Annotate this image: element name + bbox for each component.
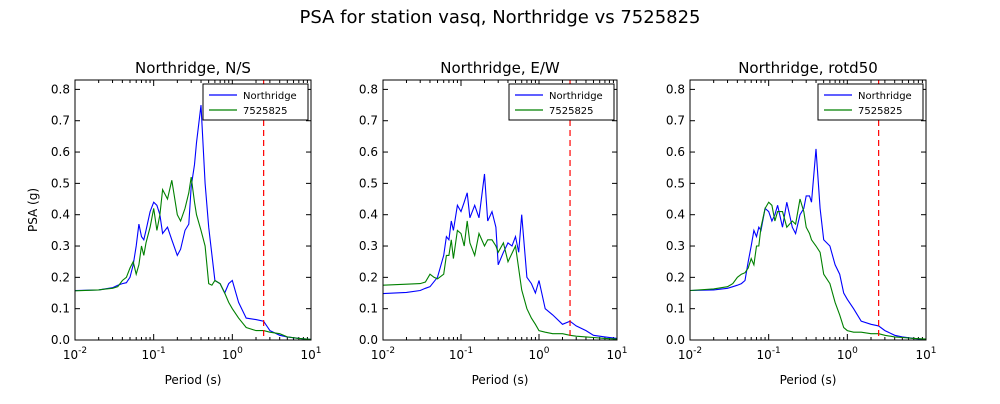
x-tick-label: 100 [528,346,549,362]
legend-box [202,83,309,121]
legend-label: Northridge [858,91,912,102]
y-tick-label: 0.5 [666,176,685,190]
y-tick-label: 0.0 [359,333,378,347]
x-tick-label: 10-2 [63,346,87,362]
legend-box [817,83,924,121]
legend-label: Northridge [549,91,603,102]
x-tick-label: 10-2 [371,346,395,362]
y-tick-label: 0.8 [666,82,685,96]
y-tick-label: 0.7 [666,114,685,128]
legend-label: 7525825 [243,106,288,117]
y-tick-label: 0.4 [51,208,70,222]
y-tick-label: 0.6 [51,145,70,159]
x-axis-label: Period (s) [780,373,837,387]
x-tick-label: 101 [606,346,627,362]
y-tick-label: 0.2 [359,270,378,284]
y-tick-label: 0.6 [666,145,685,159]
chart-panel-1: Northridge, N/S 0.0 0.1 0.2 0.3 0.4 0.5 0.6 0.7 0… [26,59,322,387]
y-tick-label: 0.4 [359,208,378,222]
series-line-7525825 [75,177,311,340]
x-axis-label: Period (s) [165,373,222,387]
y-tick-label: 0.2 [51,270,70,284]
legend-box [508,83,615,121]
x-tick-label: 100 [222,346,243,362]
legend: Northridge 7525825 [817,83,924,121]
figure-title: PSA for station vasq, Northridge vs 7525… [299,7,700,28]
y-axis-label: PSA (g) [26,188,40,232]
y-tick-label: 0.2 [666,270,685,284]
legend: Northridge 7525825 [508,83,615,121]
y-tick-label: 0.5 [51,176,70,190]
chart-panel-3: Northridge, rotd50 0.0 0.1 0.2 0.3 0.4 0.5 0.6 0… [666,59,937,387]
axes-frame [74,79,312,341]
legend-label: 7525825 [858,106,903,117]
series-line-northridge [75,105,311,340]
axes-frame [689,79,927,341]
y-tick-label: 0.1 [666,302,685,316]
y-tick-label: 0.0 [666,333,685,347]
y-tick-label: 0.3 [359,239,378,253]
x-tick-label: 10-1 [142,346,166,362]
y-tick-label: 0.6 [359,145,378,159]
series-line-northridge [383,173,617,339]
legend-label: 7525825 [549,106,594,117]
x-tick-label: 101 [915,346,936,362]
legend-label: Northridge [243,91,297,102]
y-tick-label: 0.3 [51,239,70,253]
x-tick-label: 10-2 [678,346,702,362]
series-line-7525825 [383,220,617,340]
series-line-northridge [690,148,926,340]
panel-title: Northridge, rotd50 [738,59,878,77]
x-tick-label: 10-1 [757,346,781,362]
panel-title: Northridge, N/S [135,59,251,77]
x-tick-label: 100 [837,346,858,362]
y-tick-label: 0.0 [51,333,70,347]
y-tick-label: 0.1 [359,302,378,316]
x-tick-label: 101 [300,346,321,362]
x-axis-label: Period (s) [472,373,529,387]
axes-frame [382,79,618,341]
y-tick-label: 0.8 [359,82,378,96]
x-tick-label: 10-1 [449,346,473,362]
y-tick-label: 0.8 [51,82,70,96]
y-tick-label: 0.7 [359,114,378,128]
y-tick-label: 0.7 [51,114,70,128]
legend: Northridge 7525825 [202,83,309,121]
y-tick-label: 0.3 [666,239,685,253]
y-tick-label: 0.4 [666,208,685,222]
panel-title: Northridge, E/W [440,59,560,77]
series-line-7525825 [690,198,926,340]
y-tick-label: 0.1 [51,302,70,316]
chart-panel-2: Northridge, E/W 0.0 0.1 0.2 0.3 0.4 0.5 0.6 0.7 0… [359,59,628,387]
y-tick-label: 0.5 [359,176,378,190]
